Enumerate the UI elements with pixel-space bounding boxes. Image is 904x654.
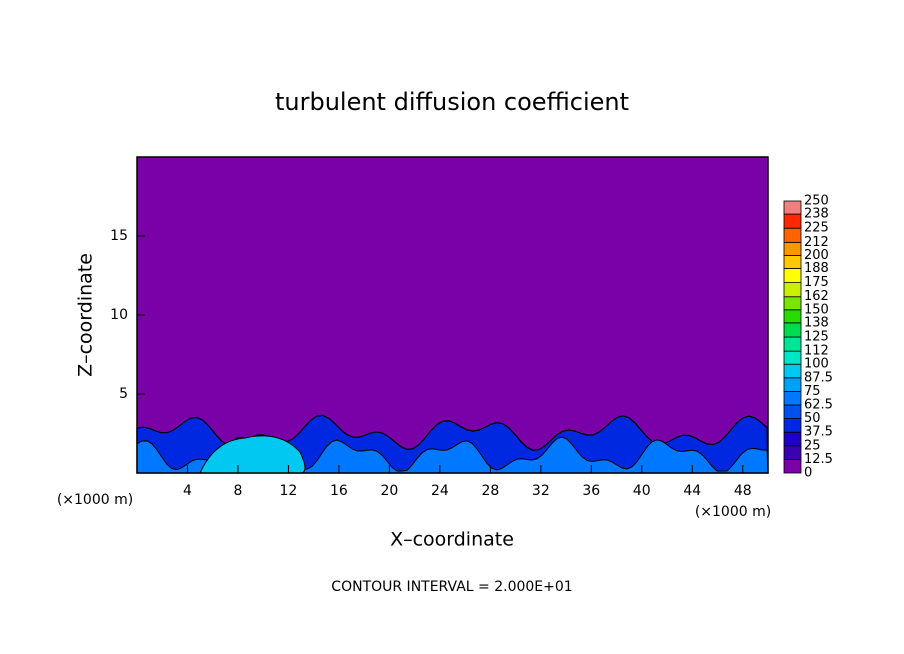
x-tick-label: 12 [280,483,298,499]
colorbar-label: 162 [804,289,829,304]
colorbar-box [783,241,802,256]
colorbar-box [783,282,802,298]
colorbar-box [783,268,802,283]
x-tick-label: 4 [183,483,192,499]
colorbar-label: 225 [804,221,829,236]
colorbar-label: 0 [804,466,812,481]
colorbar-label: 188 [804,261,829,276]
colorbar-box [783,404,802,420]
x-tick-label: 28 [481,483,499,499]
colorbar-label: 75 [804,384,821,399]
y-tick-label: 15 [110,228,128,244]
colorbar-label: 138 [804,315,829,330]
x-axis-label: X–coordinate [390,529,514,551]
y-tick-label: 5 [119,386,128,402]
colorbar-label: 25 [804,438,821,453]
colorbar-label: 250 [804,194,829,209]
footnote: CONTOUR INTERVAL = 2.000E+01 [331,579,572,595]
colorbar-label: 87.5 [804,370,833,385]
colorbar-box [783,390,802,406]
y-axis-label: Z–coordinate [75,253,97,377]
colorbar-box [783,377,802,392]
colorbar-box [783,309,802,324]
y-unit: (×1000 m) [57,492,133,508]
x-tick-label: 48 [734,483,752,499]
x-tick-label: 8 [233,483,242,499]
colorbar-label: 212 [804,235,829,250]
colorbar-label: 125 [804,330,829,345]
colorbar-label: 238 [804,207,829,222]
colorbar-label: 150 [804,302,829,317]
colorbar-label: 37.5 [804,425,833,440]
colorbar-label: 50 [804,411,821,426]
colorbar-box [783,431,802,447]
colorbar-label: 100 [804,357,829,372]
colorbar-box [783,296,802,311]
chart-title: turbulent diffusion coefficient [275,88,629,116]
colorbar-box [783,350,802,365]
x-tick-label: 16 [330,483,348,499]
colorbar-label: 112 [804,344,829,359]
x-tick-label: 24 [431,483,449,499]
colorbar-box [783,445,802,460]
x-tick-label: 36 [582,483,600,499]
colorbar-label: 12.5 [804,452,833,467]
x-tick-label: 20 [380,483,398,499]
y-tick-label: 10 [110,307,128,323]
turbulent-peak [199,435,306,474]
turbulent-core [136,436,769,474]
colorbar-box [783,458,802,474]
colorbar-label: 175 [804,275,829,290]
x-unit: (×1000 m) [695,504,771,520]
colorbar-box [783,254,802,269]
field [136,157,769,474]
colorbar-box [783,200,802,215]
colorbar-box [783,227,802,243]
colorbar-box [783,322,802,338]
x-tick-label: 40 [633,483,651,499]
colorbar-box [783,213,802,229]
field-background [137,157,768,473]
colorbar-label: 200 [804,248,829,263]
x-tick-label: 44 [683,483,701,499]
colorbar-box [783,336,802,352]
colorbar-label: 62.5 [804,398,833,413]
colorbar-box [783,418,802,433]
colorbar-box [783,363,802,379]
x-tick-label: 32 [532,483,550,499]
